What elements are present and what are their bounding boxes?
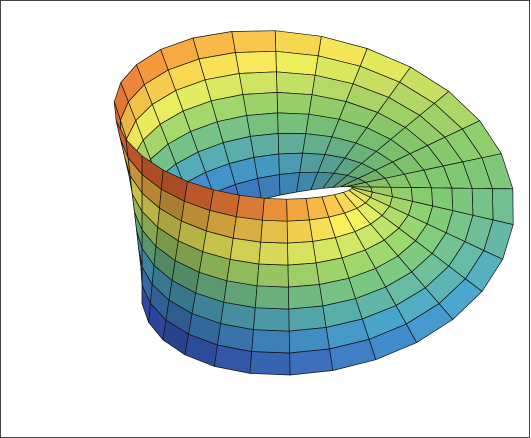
surface-patch bbox=[278, 133, 306, 154]
surface-patch bbox=[250, 133, 278, 157]
surface-patch bbox=[258, 175, 280, 200]
surface-patch bbox=[243, 92, 278, 115]
surface-patch bbox=[255, 286, 288, 309]
surface-patch bbox=[259, 242, 288, 265]
surface-patch bbox=[254, 308, 290, 331]
surface-patch bbox=[235, 51, 276, 73]
surface-patch bbox=[262, 198, 287, 221]
surface-patch bbox=[278, 113, 309, 134]
surface-patch bbox=[276, 72, 315, 95]
surface-patch bbox=[236, 195, 264, 220]
surface-patch bbox=[276, 51, 318, 75]
surface-patch bbox=[287, 220, 313, 243]
surface-patch bbox=[492, 189, 513, 225]
surface-patch bbox=[290, 349, 333, 375]
surface-patch bbox=[289, 306, 326, 331]
surface-patch bbox=[288, 242, 317, 266]
surface-patch bbox=[279, 153, 303, 174]
surface-patch bbox=[230, 238, 261, 264]
surface-patch bbox=[277, 92, 312, 114]
surface-patch bbox=[261, 220, 288, 243]
plot-view bbox=[0, 0, 531, 438]
surface-patch bbox=[288, 285, 322, 310]
surface-patch bbox=[254, 154, 279, 178]
surface-patch bbox=[250, 352, 290, 376]
surface-patch bbox=[289, 328, 329, 354]
page: (() => { const data = JSON.parse(documen… bbox=[0, 0, 531, 438]
surface-patch bbox=[472, 188, 493, 220]
surface-patch bbox=[288, 263, 320, 287]
surface-patch bbox=[239, 72, 277, 95]
surface-patch bbox=[233, 217, 262, 242]
surface-patch bbox=[247, 113, 279, 136]
surface-patch bbox=[287, 199, 310, 222]
surface-patch bbox=[252, 330, 290, 353]
surface-patch bbox=[257, 264, 288, 287]
surface-patch bbox=[232, 31, 276, 53]
